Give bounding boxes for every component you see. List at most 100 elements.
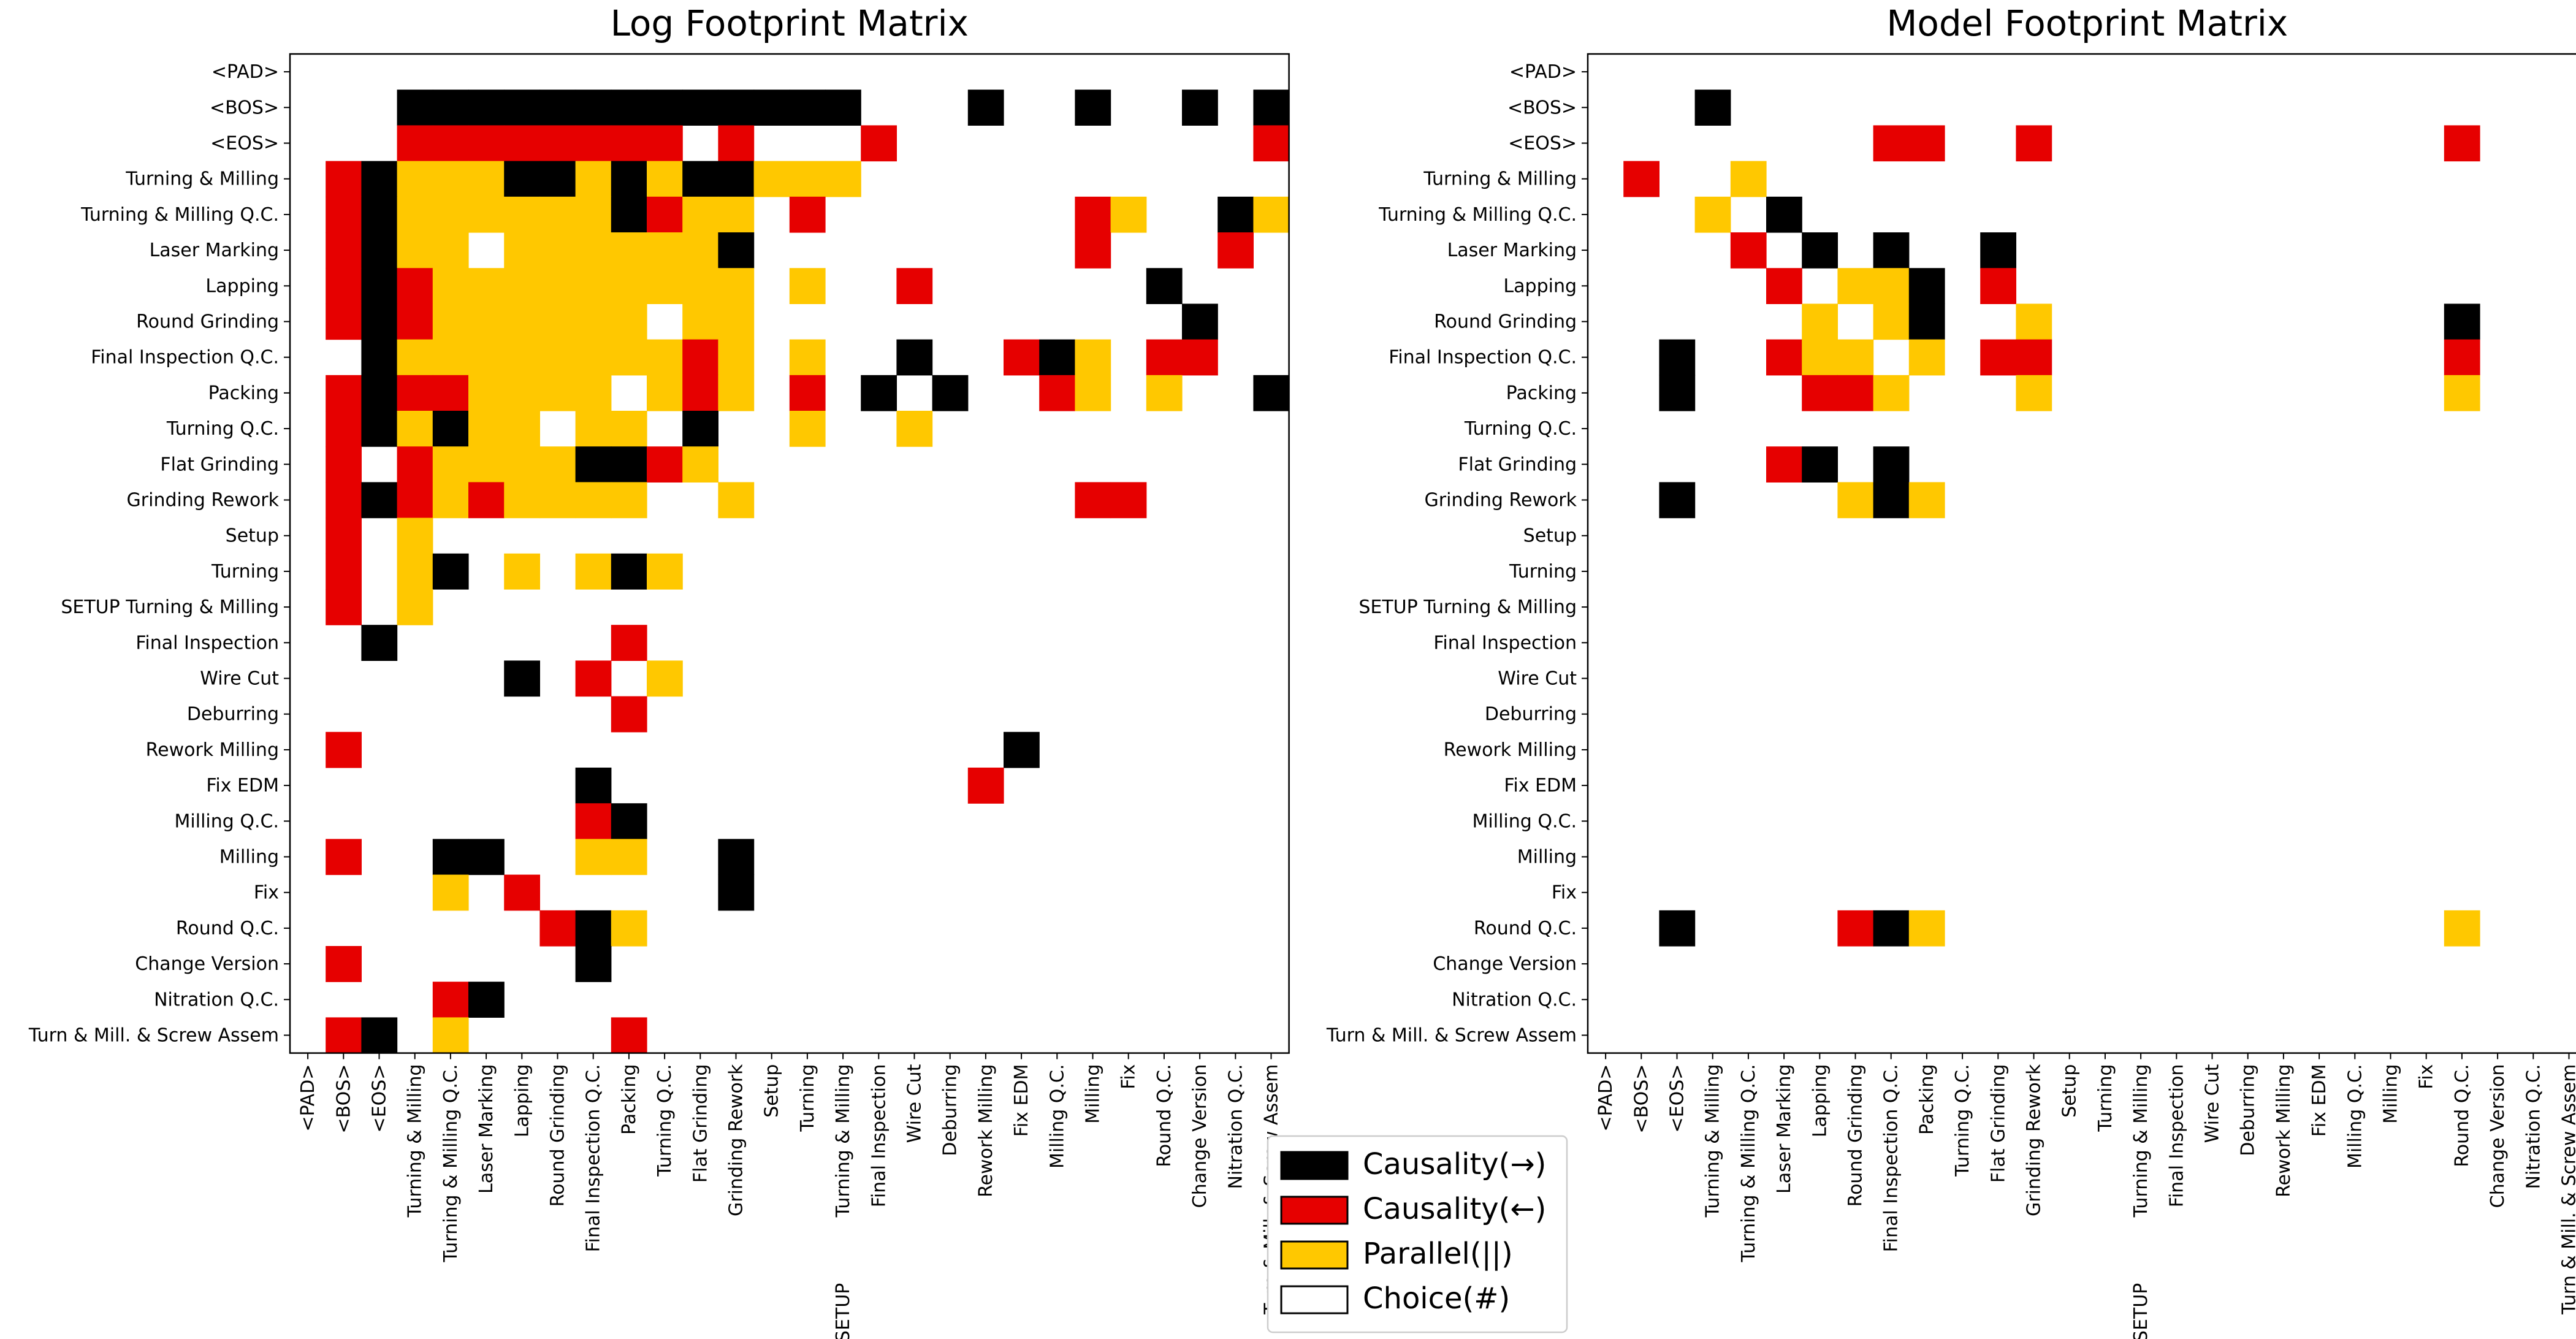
x-tick-label-packing: Packing bbox=[619, 1064, 640, 1135]
x-tick-label-setup: Setup bbox=[761, 1064, 783, 1118]
heatmap-cell-r8-c6 bbox=[504, 339, 540, 376]
y-tick-label-turning-milling-q-c: Turning & Milling Q.C. bbox=[80, 204, 279, 226]
heatmap-cell-r25-c8 bbox=[575, 946, 612, 982]
x-tick-label-setup: Setup bbox=[2059, 1064, 2081, 1118]
x-tick-label-turning-milling: Turning & Milling bbox=[833, 1064, 854, 1218]
heatmap-cell-r10-c2 bbox=[361, 411, 398, 447]
y-tick-label-turn-mill-screw-assem: Turn & Mill. & Screw Assem bbox=[28, 1025, 279, 1047]
heatmap-cell-r12-c2 bbox=[1659, 482, 1696, 519]
heatmap-cell-r8-c5 bbox=[468, 339, 505, 376]
x-tick-label-turning-milling: Turning & Milling bbox=[405, 1064, 426, 1218]
heatmap-cell-r4-c23 bbox=[1110, 196, 1147, 233]
y-tick-label-grinding-rework: Grinding Rework bbox=[127, 490, 280, 511]
heatmap-cell-r12-c9 bbox=[1908, 482, 1945, 519]
heatmap-cell-r5-c6 bbox=[1802, 232, 1838, 269]
y-tick-label-eos: <EOS> bbox=[1508, 133, 1577, 154]
heatmap-cell-r11-c4 bbox=[432, 446, 469, 483]
heatmap-cell-r7-c7 bbox=[539, 303, 576, 340]
heatmap-cell-r7-c4 bbox=[432, 303, 469, 340]
heatmap-cell-r8-c22 bbox=[1075, 339, 1111, 376]
heatmap-cell-r5-c11 bbox=[682, 232, 718, 269]
x-tick-label-turning-milling-q-c: Turning & Milling Q.C. bbox=[440, 1064, 462, 1263]
heatmap-cell-r9-c21 bbox=[1039, 375, 1075, 411]
heatmap-cell-r9-c12 bbox=[2016, 375, 2052, 411]
heatmap-cell-r2-c5 bbox=[468, 125, 505, 162]
heatmap-cell-r24-c8 bbox=[575, 910, 612, 947]
heatmap-cell-r1-c5 bbox=[468, 90, 505, 126]
heatmap-cell-r4-c8 bbox=[575, 196, 612, 233]
y-tick-label-final-inspection: Final Inspection bbox=[135, 632, 279, 654]
heatmap-cell-r23-c12 bbox=[718, 874, 755, 911]
y-tick-label-turning: Turning bbox=[1509, 561, 1577, 582]
heatmap-cell-r12-c8 bbox=[575, 482, 612, 519]
heatmap-cell-r1-c10 bbox=[647, 90, 683, 126]
x-tick-label-nitration-q-c: Nitration Q.C. bbox=[1225, 1064, 1246, 1189]
y-tick-label-setup: Setup bbox=[1523, 525, 1577, 547]
heatmap-cell-r9-c24 bbox=[1146, 375, 1183, 411]
heatmap-cell-r6-c6 bbox=[504, 268, 540, 304]
heatmap-cell-r12-c22 bbox=[1075, 482, 1111, 519]
heatmap-cell-r14-c9 bbox=[611, 553, 647, 590]
heatmap-cell-r2-c12 bbox=[2016, 125, 2052, 162]
heatmap-cell-r3-c13 bbox=[753, 161, 790, 197]
y-tick-label-setup-turning-milling: SETUP Turning & Milling bbox=[61, 597, 279, 618]
y-tick-label-laser-marking: Laser Marking bbox=[1447, 240, 1577, 261]
heatmap-cell-r10-c3 bbox=[397, 411, 433, 447]
heatmap-cell-r11-c8 bbox=[1873, 446, 1910, 483]
heatmap-cell-r1-c11 bbox=[682, 90, 718, 126]
heatmap-cell-r5-c2 bbox=[361, 232, 398, 269]
x-tick-label-turning-milling: Turning & Milling bbox=[2130, 1064, 2152, 1218]
heatmap-cell-r24-c24 bbox=[2444, 910, 2480, 947]
heatmap-cell-r1-c3 bbox=[1694, 90, 1731, 126]
y-tick-label-eos: <EOS> bbox=[210, 133, 279, 154]
heatmap-cell-r9-c14 bbox=[789, 375, 826, 411]
heatmap-cell-r9-c2 bbox=[1659, 375, 1696, 411]
x-tick-label-eos: <EOS> bbox=[369, 1064, 391, 1133]
y-tick-label-turning-milling: Turning & Milling bbox=[1423, 169, 1577, 190]
heatmap-cell-r1-c4 bbox=[432, 90, 469, 126]
heatmap-cell-r3-c6 bbox=[504, 161, 540, 197]
heatmap-cell-r8-c24 bbox=[1146, 339, 1183, 376]
heatmap-cell-r6-c9 bbox=[1908, 268, 1945, 304]
heatmap-cell-r6-c5 bbox=[1766, 268, 1802, 304]
x-tick-label-turning: Turning bbox=[797, 1064, 818, 1132]
y-tick-label-nitration-q-c: Nitration Q.C. bbox=[1452, 989, 1577, 1010]
heatmap-cell-r5-c1 bbox=[326, 232, 362, 269]
y-tick-label-wire-cut: Wire Cut bbox=[1498, 668, 1577, 690]
model-footprint-matrix-cells bbox=[1623, 90, 2480, 947]
y-tick-label-final-inspection-q-c: Final Inspection Q.C. bbox=[91, 347, 279, 368]
heatmap-cell-r21-c8 bbox=[575, 803, 612, 839]
heatmap-cell-r7-c5 bbox=[468, 303, 505, 340]
heatmap-cell-r6-c2 bbox=[361, 268, 398, 304]
x-tick-label-turning-milling-q-c: Turning & Milling Q.C. bbox=[1738, 1064, 1759, 1263]
heatmap-cell-r7-c8 bbox=[1873, 303, 1910, 340]
heatmap-cell-r6-c11 bbox=[682, 268, 718, 304]
heatmap-cell-r4-c26 bbox=[1218, 196, 1254, 233]
heatmap-cell-r11-c5 bbox=[468, 446, 505, 483]
x-tick-label-milling: Milling bbox=[2380, 1064, 2402, 1124]
x-tick-label-turning-q-c: Turning Q.C. bbox=[1952, 1064, 1973, 1177]
heatmap-cell-r4-c6 bbox=[504, 196, 540, 233]
heatmap-cell-r6-c3 bbox=[397, 268, 433, 304]
y-tick-label-change-version: Change Version bbox=[135, 953, 279, 975]
x-tick-label-flat-grinding: Flat Grinding bbox=[690, 1064, 711, 1183]
y-tick-label-bos: <BOS> bbox=[1507, 97, 1577, 118]
heatmap-cell-r1-c12 bbox=[718, 90, 755, 126]
heatmap-cell-r9-c4 bbox=[432, 375, 469, 411]
heatmap-cell-r2-c3 bbox=[397, 125, 433, 162]
y-tick-label-turning-milling: Turning & Milling bbox=[125, 169, 279, 190]
heatmap-cell-r13-c3 bbox=[397, 517, 433, 554]
x-tick-label-bos: <BOS> bbox=[333, 1064, 354, 1134]
heatmap-cell-r8-c12 bbox=[718, 339, 755, 376]
y-tick-label-lapping: Lapping bbox=[205, 275, 279, 297]
heatmap-cell-r9-c11 bbox=[682, 375, 718, 411]
heatmap-cell-r8-c20 bbox=[1004, 339, 1040, 376]
x-tick-label-round-grinding: Round Grinding bbox=[1845, 1064, 1867, 1207]
x-tick-label-wire-cut: Wire Cut bbox=[904, 1064, 926, 1143]
legend-label-causality-back: Causality(←) bbox=[1363, 1192, 1546, 1226]
x-tick-label-laser-marking: Laser Marking bbox=[1774, 1064, 1795, 1194]
heatmap-cell-r14-c10 bbox=[647, 553, 683, 590]
y-tick-label-milling-q-c: Milling Q.C. bbox=[1473, 811, 1577, 832]
heatmap-cell-r8-c11 bbox=[682, 339, 718, 376]
heatmap-cell-r2-c9 bbox=[611, 125, 647, 162]
